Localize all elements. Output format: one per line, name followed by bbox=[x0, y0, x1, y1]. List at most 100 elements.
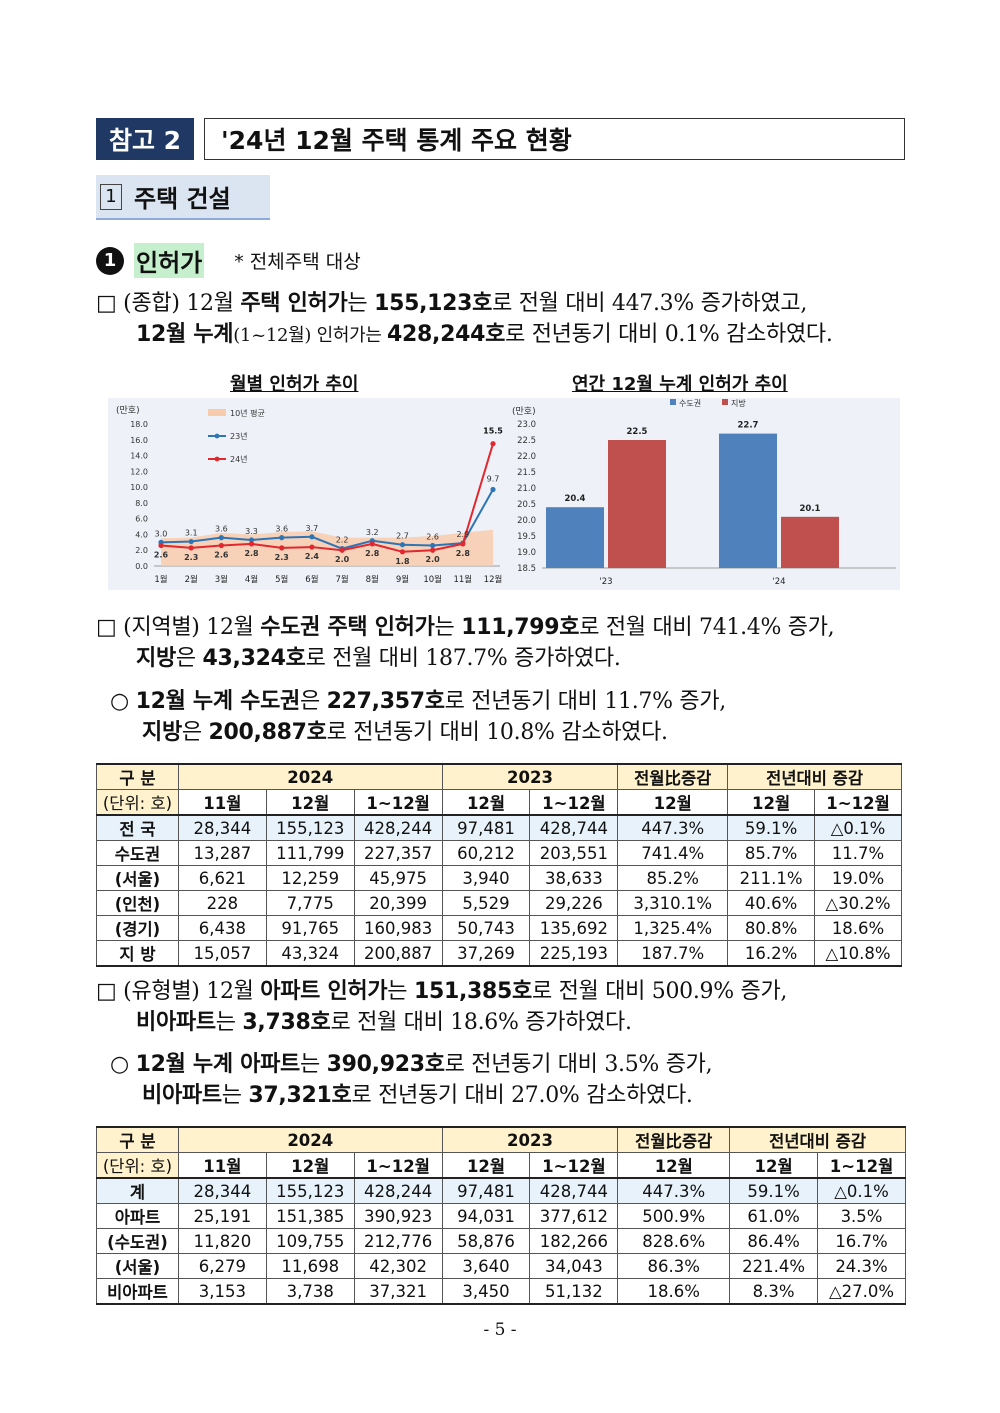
data-label: 3.0 bbox=[155, 529, 168, 538]
table-cell: 11,698 bbox=[265, 1253, 355, 1279]
data-label: 3.3 bbox=[245, 527, 258, 536]
table-cell: 91,765 bbox=[265, 915, 355, 941]
table-cell: 155,123 bbox=[265, 814, 355, 841]
annual-permit-chart: (만호) 18.5 19.0 19.5 20.0 20.5 21.0 21.5 22.0 22.… bbox=[508, 398, 900, 590]
table-cell: 28,344 bbox=[177, 1177, 267, 1204]
table-cell: △0.1% bbox=[814, 814, 902, 841]
data-point bbox=[430, 547, 436, 553]
x-tick-label: 2월 bbox=[185, 574, 198, 585]
data-label: 3.1 bbox=[185, 529, 198, 538]
table-cell: 16.7% bbox=[817, 1228, 906, 1254]
table-cell: 7,775 bbox=[265, 890, 355, 916]
data-point bbox=[490, 441, 496, 447]
table-cell: 42,302 bbox=[353, 1253, 443, 1279]
data-label: 9.7 bbox=[487, 474, 500, 483]
data-label: 2.4 bbox=[305, 552, 320, 561]
table-cell: 200,887 bbox=[353, 940, 443, 967]
section-title: 주택 건설 bbox=[134, 185, 231, 213]
reference-label: 참고 2 bbox=[96, 118, 194, 160]
subsection-title: 인허가 bbox=[134, 243, 205, 278]
page-title: '24년 12월 주택 통계 주요 현황 bbox=[204, 118, 905, 160]
data-point bbox=[279, 535, 285, 541]
table-cell: △30.2% bbox=[814, 890, 902, 916]
table-cell: 3.5% bbox=[817, 1203, 906, 1229]
row-label: (서울) bbox=[96, 1253, 179, 1279]
page-number: - 5 - bbox=[483, 1320, 517, 1340]
header-2023: 2023 bbox=[441, 1126, 619, 1153]
subsection-number: 1 bbox=[96, 246, 124, 275]
row-label: (경기) bbox=[96, 915, 179, 941]
table-cell: 19.0% bbox=[814, 865, 902, 891]
bar bbox=[546, 507, 604, 568]
table-cell: 221.4% bbox=[729, 1253, 819, 1279]
type-permit-table: 구 분 2024 2023 전월比증감 전년대비 증감 (단위: 호) 11월 1… bbox=[96, 1126, 906, 1305]
table-row: 전 국 28,344 155,123 428,244 97,481 428,744 447.… bbox=[96, 814, 902, 841]
table-cell: 80.8% bbox=[727, 915, 816, 941]
table-cell: 211.1% bbox=[727, 865, 816, 891]
table-cell: 447.3% bbox=[617, 1177, 731, 1204]
table-cell: 94,031 bbox=[441, 1203, 531, 1229]
data-label: 3.6 bbox=[275, 525, 288, 534]
table-cell: 428,244 bbox=[353, 1177, 443, 1204]
data-point bbox=[430, 542, 436, 549]
table-cell: 182,266 bbox=[529, 1228, 619, 1254]
data-label: 2.9 bbox=[456, 530, 469, 539]
data-label: 3.6 bbox=[215, 525, 228, 534]
table-cell: 111,799 bbox=[265, 840, 355, 866]
x-tick-label: 3월 bbox=[215, 574, 228, 585]
bar bbox=[781, 516, 839, 568]
header-yoy: 전년대비 증감 bbox=[727, 763, 902, 790]
table-cell: 225,193 bbox=[529, 940, 619, 967]
table-cell: 61.0% bbox=[729, 1203, 819, 1229]
x-tick-label: 1월 bbox=[154, 574, 167, 585]
data-point bbox=[188, 538, 194, 545]
series-line-23 bbox=[160, 488, 494, 550]
row-label: 비아파트 bbox=[96, 1278, 179, 1305]
paragraph-type-cum-line1: ○ 12월 누계 아파트는 390,923호로 전년동기 대비 3.5% 증가, bbox=[110, 1052, 713, 1077]
paragraph-region-cum-line2: 지방은 200,887호로 전년동기 대비 10.8% 감소하였다. bbox=[142, 720, 668, 745]
header-2023: 2023 bbox=[441, 763, 619, 790]
y-tick-label: 18.0 bbox=[130, 420, 148, 429]
legend-label: 수도권 bbox=[679, 398, 701, 408]
data-label: 1.8 bbox=[395, 557, 410, 566]
table-cell: 51,132 bbox=[529, 1278, 619, 1305]
section-heading: 1 주택 건설 bbox=[96, 175, 270, 220]
region-permit-table: 구 분 2024 2023 전월比증감 전년대비 증감 (단위: 호) 11월 1… bbox=[96, 763, 902, 967]
x-tick-label: 8월 bbox=[366, 574, 379, 585]
y-tick-label: 19.0 bbox=[517, 548, 536, 558]
table-cell: 25,191 bbox=[177, 1203, 267, 1229]
legend-label: 24년 bbox=[230, 454, 248, 464]
data-label: 2.2 bbox=[336, 536, 349, 545]
data-point bbox=[339, 547, 345, 553]
table-cell: 160,983 bbox=[353, 915, 443, 941]
table-cell: 377,612 bbox=[529, 1203, 619, 1229]
data-label: 2.3 bbox=[275, 553, 289, 562]
y-tick-label: 19.5 bbox=[517, 532, 536, 542]
x-tick-label: '23 bbox=[599, 577, 612, 587]
chart1-unit: (만호) bbox=[116, 405, 140, 416]
table-cell: 29,226 bbox=[529, 890, 619, 916]
legend-marker bbox=[214, 456, 220, 462]
x-tick-label: 6월 bbox=[305, 574, 318, 585]
legend-swatch bbox=[208, 409, 226, 416]
table-cell: 6,621 bbox=[177, 865, 267, 891]
paragraph-type-line2: 비아파트는 3,738호로 전월 대비 18.6% 증가하였다. bbox=[136, 1010, 632, 1035]
subsection-heading: 1 인허가 * 전체주택 대상 bbox=[96, 243, 361, 278]
y-tick-label: 10.0 bbox=[130, 483, 148, 492]
x-tick-label: 12월 bbox=[484, 574, 503, 585]
data-point bbox=[460, 541, 466, 547]
bar bbox=[719, 433, 777, 568]
table-cell: 3,310.1% bbox=[617, 890, 729, 916]
data-point bbox=[399, 549, 406, 555]
table-cell: 37,321 bbox=[353, 1278, 443, 1305]
table-cell: 3,450 bbox=[441, 1278, 531, 1305]
table-cell: △0.1% bbox=[817, 1177, 906, 1204]
data-label: 2.6 bbox=[426, 532, 439, 541]
data-point bbox=[309, 534, 315, 540]
table-row: 계 28,344 155,123 428,244 97,481 428,744 447.3%… bbox=[96, 1177, 906, 1204]
table-cell: 3,153 bbox=[177, 1278, 267, 1305]
data-point bbox=[399, 542, 406, 548]
data-label: 2.6 bbox=[214, 550, 229, 559]
table-cell: 6,279 bbox=[177, 1253, 267, 1279]
table-cell: 227,357 bbox=[353, 840, 443, 866]
